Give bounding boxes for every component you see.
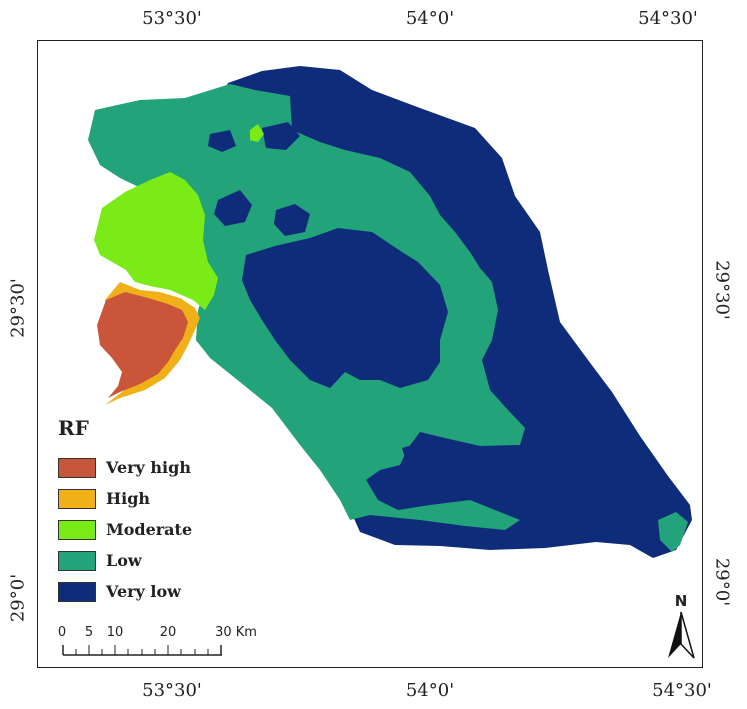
zone-moderate xyxy=(94,172,218,310)
zone-very-high xyxy=(97,292,188,398)
legend-swatch xyxy=(58,581,96,602)
coord-bottom-2: 54°0' xyxy=(405,680,455,701)
coord-top-3: 54°30' xyxy=(638,8,698,29)
coord-right-1: 29°30' xyxy=(711,260,733,320)
map-frame xyxy=(37,40,703,668)
patch-very-low-mid xyxy=(274,204,310,236)
coord-left-2: 29°0' xyxy=(7,573,29,623)
legend-item-very-low: Very low xyxy=(58,576,192,607)
legend-swatch xyxy=(58,488,96,509)
legend-title: RF xyxy=(58,416,89,440)
legend: RF Very high High Moderate Low Very low xyxy=(58,416,192,607)
legend-item-very-high: Very high xyxy=(58,452,192,483)
coord-bottom-3: 54°30' xyxy=(652,680,712,701)
coord-bottom-1: 53°30' xyxy=(142,680,202,701)
coord-right-2: 29°0' xyxy=(711,557,733,607)
legend-swatch xyxy=(58,457,96,478)
legend-label: Very low xyxy=(106,582,181,601)
legend-swatch xyxy=(58,550,96,571)
north-arrow-icon: N xyxy=(664,592,698,662)
patch-very-low-west xyxy=(214,190,252,226)
legend-item-moderate: Moderate xyxy=(58,514,192,545)
legend-label: Very high xyxy=(106,458,191,477)
scale-label-5: 5 xyxy=(84,625,94,640)
scale-label-30: 30 Km xyxy=(215,625,257,640)
legend-label: Low xyxy=(106,551,142,570)
scale-label-20: 20 xyxy=(159,625,177,640)
coord-left-1: 29°30' xyxy=(7,278,29,338)
legend-label: High xyxy=(106,489,151,508)
legend-item-high: High xyxy=(58,483,192,514)
scale-label-0: 0 xyxy=(57,625,67,640)
patch-very-low-north xyxy=(208,130,236,152)
coord-top-1: 53°30' xyxy=(142,8,202,29)
patch-low-southeast xyxy=(658,512,688,552)
north-label: N xyxy=(674,592,688,610)
patch-very-low-south xyxy=(402,440,470,480)
legend-swatch xyxy=(58,519,96,540)
scale-bar: 0 5 10 20 30 Km xyxy=(58,625,257,660)
patch-very-low-north2 xyxy=(262,122,300,150)
legend-label: Moderate xyxy=(106,520,193,539)
scale-label-10: 10 xyxy=(106,625,124,640)
patch-very-low-center xyxy=(242,228,448,388)
legend-item-low: Low xyxy=(58,545,192,576)
patch-moderate-north xyxy=(250,124,264,142)
scale-bar-graphic xyxy=(62,645,222,656)
coord-top-2: 54°0' xyxy=(405,8,455,29)
